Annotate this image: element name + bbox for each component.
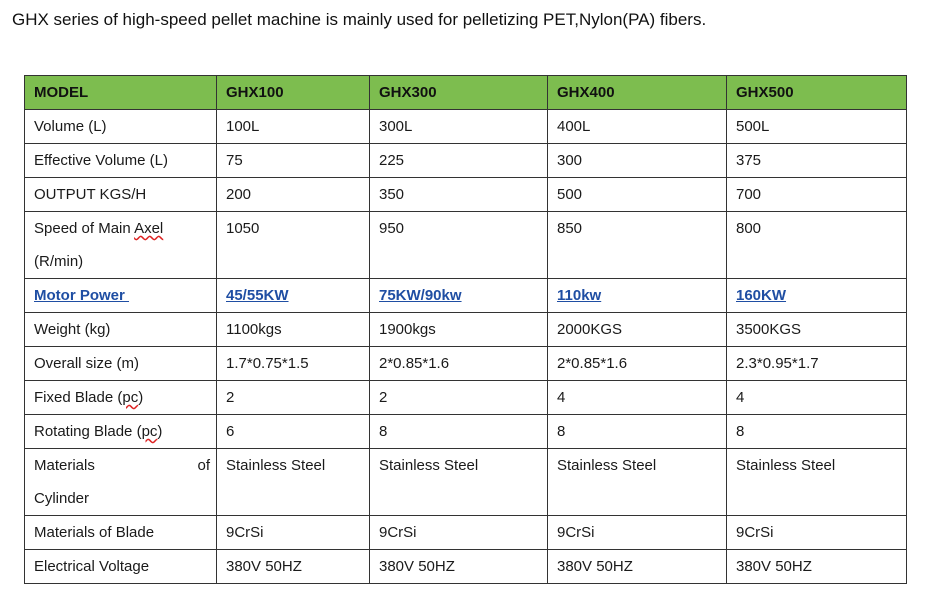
table-cell: 800 (726, 211, 907, 279)
table-header-row: MODEL GHX100 GHX300 GHX400 GHX500 (24, 75, 907, 110)
table-cell: 160KW (726, 278, 907, 313)
table-cell: 75KW/90kw (369, 278, 548, 313)
row-label-rotating-blade-text: Rotating Blade ( (34, 423, 142, 440)
table-cell: 700 (726, 177, 907, 212)
table-cell: 2000KGS (547, 312, 727, 347)
table-cell: 300L (369, 109, 548, 144)
table-row-motor-power: Motor Power 45/55KW 75KW/90kw 110kw 160K… (24, 278, 907, 313)
row-label-fixed-blade-unit: pc (122, 389, 139, 406)
row-label-speed-unit: (R/min) (34, 253, 84, 270)
row-label-fixed-blade-close: ) (138, 389, 144, 406)
table-cell: Stainless Steel (726, 448, 907, 516)
table-cell: 6 (216, 414, 370, 449)
table-cell: 300 (547, 143, 727, 178)
motor-power-value: 75KW/90kw (379, 287, 462, 304)
table-cell: 75 (216, 143, 370, 178)
table-row: OUTPUT KGS/H 200 350 500 700 (24, 177, 907, 212)
table-cell: 8 (547, 414, 727, 449)
row-label-materials-text: Materials (34, 457, 95, 474)
motor-power-value: 160KW (736, 287, 787, 304)
row-label-overall-size: Overall size (m) (24, 346, 217, 381)
row-label-speed-axel: Axel (134, 220, 164, 237)
table-cell: 225 (369, 143, 548, 178)
header-cell-ghx400: GHX400 (547, 75, 727, 110)
table-cell: Stainless Steel (369, 448, 548, 516)
table-cell: 9CrSi (547, 515, 727, 550)
table-cell: 380V 50HZ (547, 549, 727, 584)
row-label-materials-of: of (197, 457, 210, 474)
header-cell-ghx100: GHX100 (216, 75, 370, 110)
table-cell: 4 (547, 380, 727, 415)
table-cell: 110kw (547, 278, 727, 313)
table-row: Speed of Main Axel (R/min) 1050 950 850 … (24, 211, 907, 279)
row-label-speed-text: Speed of Main (34, 220, 135, 237)
table-cell: Stainless Steel (547, 448, 727, 516)
row-label-rotating-blade-unit: pc (141, 423, 158, 440)
row-label-voltage: Electrical Voltage (24, 549, 217, 584)
table-row: Fixed Blade (pc) 2 2 4 4 (24, 380, 907, 415)
row-label-effective-volume: Effective Volume (L) (24, 143, 217, 178)
table-cell: 2*0.85*1.6 (547, 346, 727, 381)
table-cell: 380V 50HZ (216, 549, 370, 584)
table-row: Materials of Blade 9CrSi 9CrSi 9CrSi 9Cr… (24, 515, 907, 550)
row-label-weight: Weight (kg) (24, 312, 217, 347)
row-label-rotating-blade: Rotating Blade (pc) (24, 414, 217, 449)
table-cell: 950 (369, 211, 548, 279)
table-cell: 200 (216, 177, 370, 212)
table-cell: 8 (369, 414, 548, 449)
table-cell: 380V 50HZ (726, 549, 907, 584)
table-row: Volume (L) 100L 300L 400L 500L (24, 109, 907, 144)
table-cell: 2 (369, 380, 548, 415)
row-label-materials-cylinder-text: Cylinder (34, 490, 90, 507)
row-label-materials-cylinder: Materials of Cylinder (24, 448, 217, 516)
table-cell: 2 (216, 380, 370, 415)
table-cell: 350 (369, 177, 548, 212)
table-cell: 4 (726, 380, 907, 415)
table-cell: 1.7*0.75*1.5 (216, 346, 370, 381)
table-row: Rotating Blade (pc) 6 8 8 8 (24, 414, 907, 449)
table-cell: 380V 50HZ (369, 549, 548, 584)
table-cell: Stainless Steel (216, 448, 370, 516)
spec-table: MODEL GHX100 GHX300 GHX400 GHX500 Volume… (24, 75, 907, 584)
table-cell: 9CrSi (216, 515, 370, 550)
motor-power-value: 45/55KW (226, 287, 289, 304)
row-label-output: OUTPUT KGS/H (24, 177, 217, 212)
row-label-fixed-blade-text: Fixed Blade ( (34, 389, 123, 406)
table-cell: 500L (726, 109, 907, 144)
row-label-fixed-blade: Fixed Blade (pc) (24, 380, 217, 415)
header-cell-ghx500: GHX500 (726, 75, 907, 110)
table-row: Electrical Voltage 380V 50HZ 380V 50HZ 3… (24, 549, 907, 584)
table-cell: 9CrSi (369, 515, 548, 550)
table-cell: 1050 (216, 211, 370, 279)
table-row: Overall size (m) 1.7*0.75*1.5 2*0.85*1.6… (24, 346, 907, 381)
row-label-materials-blade: Materials of Blade (24, 515, 217, 550)
table-cell: 1100kgs (216, 312, 370, 347)
header-cell-model: MODEL (24, 75, 217, 110)
motor-power-value: 110kw (557, 287, 602, 304)
table-cell: 1900kgs (369, 312, 548, 347)
table-cell: 8 (726, 414, 907, 449)
table-cell: 3500KGS (726, 312, 907, 347)
row-label-rotating-blade-close: ) (157, 423, 163, 440)
row-label-speed: Speed of Main Axel (R/min) (24, 211, 217, 279)
table-cell: 375 (726, 143, 907, 178)
table-cell: 100L (216, 109, 370, 144)
row-label-volume: Volume (L) (24, 109, 217, 144)
table-cell: 9CrSi (726, 515, 907, 550)
table-cell: 850 (547, 211, 727, 279)
table-cell: 400L (547, 109, 727, 144)
table-row: Weight (kg) 1100kgs 1900kgs 2000KGS 3500… (24, 312, 907, 347)
table-cell: 500 (547, 177, 727, 212)
table-cell: 2.3*0.95*1.7 (726, 346, 907, 381)
table-row: Effective Volume (L) 75 225 300 375 (24, 143, 907, 178)
table-cell: 45/55KW (216, 278, 370, 313)
row-label-motor-power-text: Motor Power (34, 287, 130, 304)
row-label-motor-power: Motor Power (24, 278, 217, 313)
table-row: Materials of Cylinder Stainless Steel St… (24, 448, 907, 516)
intro-text: GHX series of high-speed pellet machine … (12, 10, 707, 29)
header-cell-ghx300: GHX300 (369, 75, 548, 110)
table-cell: 2*0.85*1.6 (369, 346, 548, 381)
